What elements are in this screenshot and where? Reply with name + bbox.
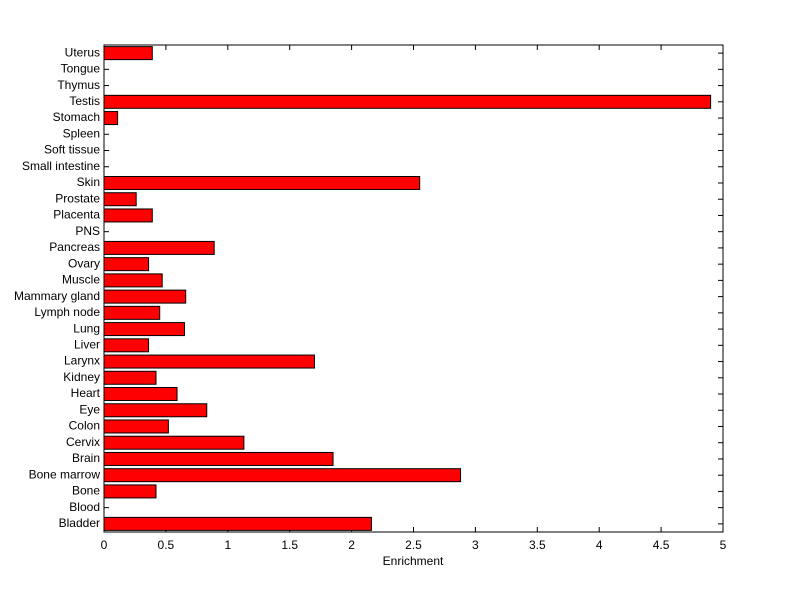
y-tick-label: Placenta — [53, 208, 100, 222]
y-tick-label: Liver — [74, 337, 100, 351]
x-tick-label: 3.5 — [529, 538, 546, 552]
y-tick-label: Spleen — [63, 126, 100, 140]
bar — [103, 338, 150, 353]
bar — [103, 403, 208, 418]
x-tick-label: 1.5 — [281, 538, 298, 552]
y-tick-label: Small intestine — [22, 159, 100, 173]
y-tick-label: Bladder — [59, 516, 100, 530]
y-tick-label: Soft tissue — [44, 143, 100, 157]
x-tick-label: 3 — [472, 538, 479, 552]
bar — [103, 370, 157, 385]
y-tick-label: Pancreas — [49, 240, 100, 254]
y-tick-label: Eye — [79, 402, 100, 416]
bar — [103, 451, 334, 466]
x-tick-label: 2.5 — [405, 538, 422, 552]
bar — [103, 94, 712, 109]
bar — [103, 273, 163, 288]
x-tick-label: 2 — [348, 538, 355, 552]
x-tick-label: 5 — [720, 538, 727, 552]
y-tick-label: Stomach — [53, 110, 100, 124]
y-tick-label: Lymph node — [34, 305, 100, 319]
bar — [103, 208, 153, 223]
y-tick-label: Larynx — [64, 354, 100, 368]
y-tick-label: Prostate — [55, 191, 100, 205]
y-tick-label: Kidney — [63, 370, 100, 384]
y-tick-label: Muscle — [62, 273, 100, 287]
y-tick-label: Lung — [73, 321, 100, 335]
y-tick-label: Ovary — [68, 256, 100, 270]
bar — [103, 175, 421, 190]
bar — [103, 419, 169, 434]
x-tick-label: 4.5 — [653, 538, 670, 552]
bar — [103, 468, 462, 483]
bar — [103, 387, 178, 402]
y-tick-label: Colon — [69, 419, 100, 433]
y-tick-label: Cervix — [66, 435, 100, 449]
y-tick-label: Thymus — [57, 78, 100, 92]
y-tick-label: Bone — [72, 484, 100, 498]
bar — [103, 322, 185, 337]
y-tick-label: Brain — [72, 451, 100, 465]
x-tick-label: 4 — [596, 538, 603, 552]
plot-frame — [103, 44, 724, 533]
bar — [103, 484, 157, 499]
y-tick-label: Blood — [69, 500, 100, 514]
y-tick-label: Heart — [71, 386, 101, 400]
bar — [103, 257, 150, 272]
bar — [103, 354, 315, 369]
x-axis-label: Enrichment — [383, 554, 444, 568]
y-tick-label: Bone marrow — [29, 467, 101, 481]
x-tick-label: 0.5 — [158, 538, 175, 552]
bar — [103, 46, 153, 61]
x-tick-label: 1 — [224, 538, 231, 552]
bar — [103, 435, 245, 450]
y-tick-label: Skin — [77, 175, 100, 189]
y-tick-label: Uterus — [65, 45, 100, 59]
x-tick-label: 0 — [101, 538, 108, 552]
y-tick-label: Testis — [69, 94, 100, 108]
y-tick-label: PNS — [75, 224, 100, 238]
y-tick-label: Mammary gland — [14, 289, 100, 303]
bar — [103, 111, 119, 126]
bar — [103, 192, 137, 207]
bar — [103, 240, 215, 255]
y-tick-label: Tongue — [61, 62, 101, 76]
bar — [103, 516, 372, 531]
bar — [103, 289, 187, 304]
bar — [103, 305, 161, 320]
